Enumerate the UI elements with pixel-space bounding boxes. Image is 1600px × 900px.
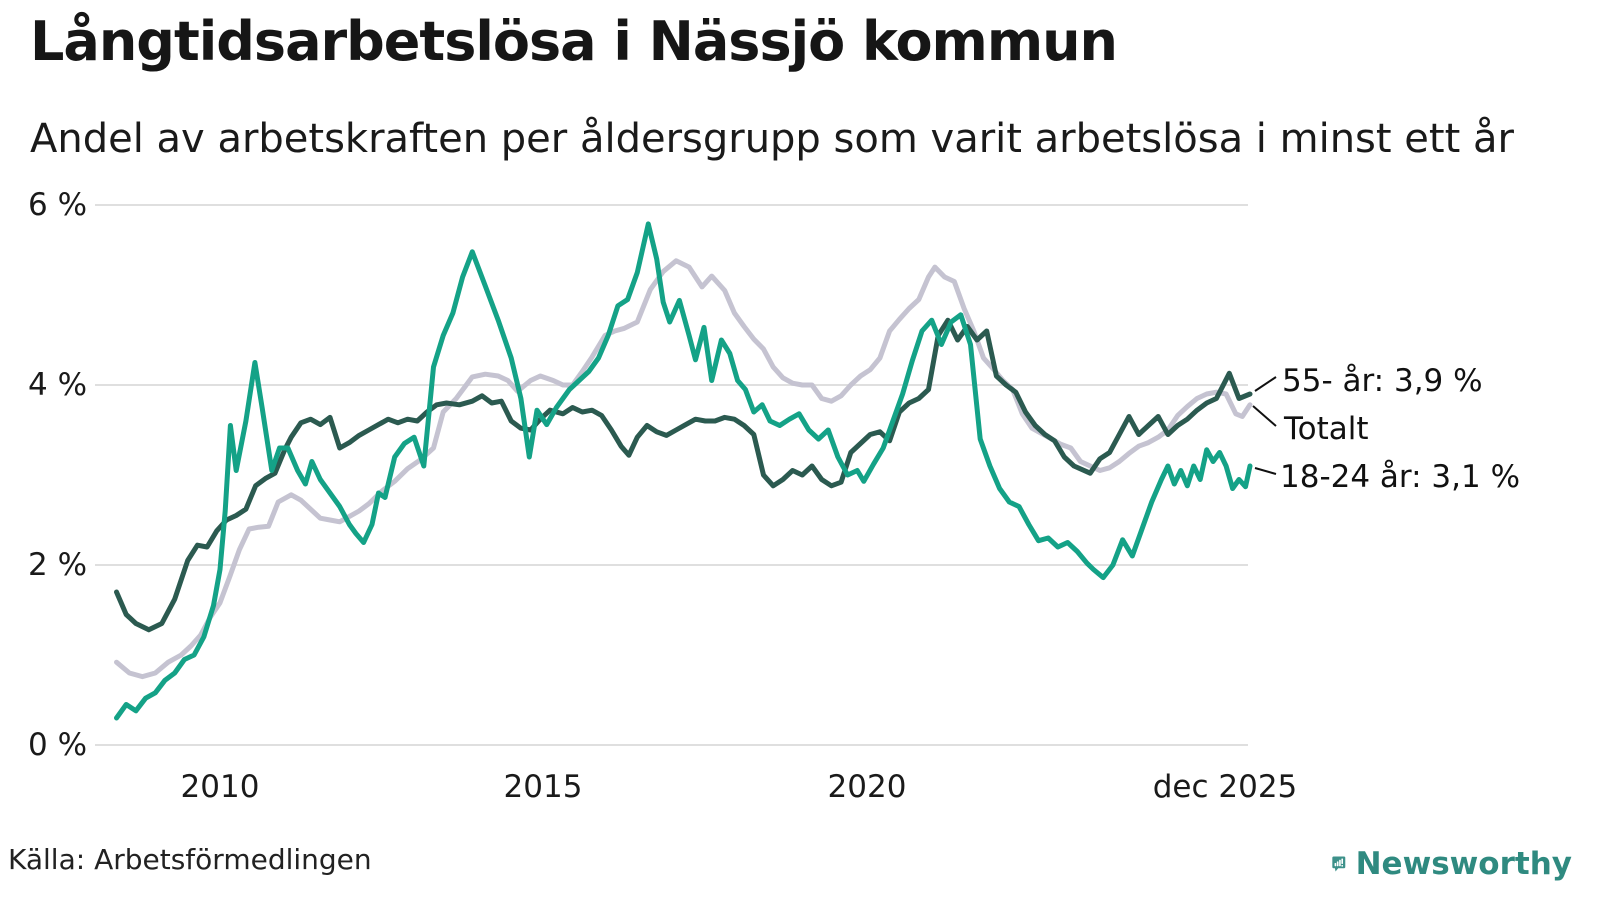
newsworthy-bubble-icon xyxy=(1332,856,1346,872)
chart-subtitle: Andel av arbetskraften per åldersgrupp s… xyxy=(30,116,1514,162)
x-tick-dec-2025: dec 2025 xyxy=(1152,769,1298,805)
leader-18-24 xyxy=(1254,467,1277,475)
series-label-total: Totalt xyxy=(1284,411,1369,447)
newsworthy-logo-link[interactable]: Newsworthy xyxy=(1332,838,1572,890)
y-tick-2: 2 % xyxy=(28,547,88,583)
series-line-totalt xyxy=(114,258,1253,680)
series-line-18-24-r xyxy=(114,221,1253,721)
y-tick-4: 4 % xyxy=(28,367,88,403)
series-label-18-24: 18-24 år: 3,1 % xyxy=(1280,459,1521,495)
series-line-55-r xyxy=(114,317,1253,633)
x-tick-2020: 2020 xyxy=(827,769,907,805)
y-tick-6: 6 % xyxy=(28,187,88,223)
leader-totalt xyxy=(1252,405,1277,427)
x-tick-2015: 2015 xyxy=(503,769,583,805)
x-tick-2010: 2010 xyxy=(180,769,260,805)
leader-55 xyxy=(1254,376,1277,392)
chart-title: Långtidsarbetslösa i Nässjö kommun xyxy=(30,10,1118,73)
source-attribution: Källa: Arbetsförmedlingen xyxy=(8,843,372,876)
y-tick-0: 0 % xyxy=(28,727,88,763)
newsworthy-wordmark: Newsworthy xyxy=(1355,846,1572,882)
series-label-55: 55- år: 3,9 % xyxy=(1282,363,1483,399)
